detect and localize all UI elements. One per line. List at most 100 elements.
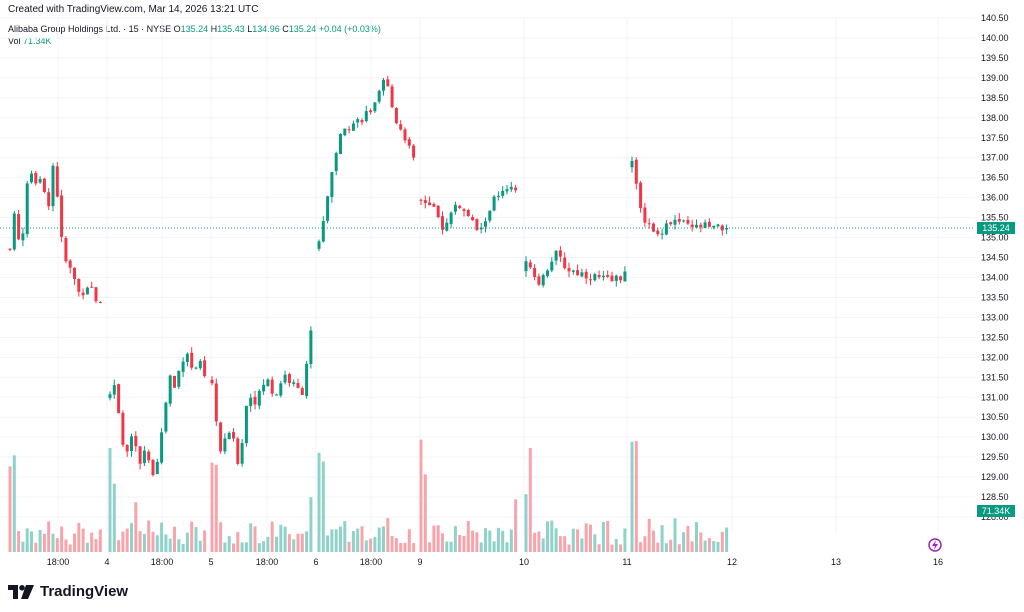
volume-bar xyxy=(610,544,614,552)
price-tick-label: 140.00 xyxy=(981,33,1009,43)
volume-bar xyxy=(81,528,85,552)
volume-bar xyxy=(686,525,690,552)
candle-body xyxy=(496,195,500,197)
candle-body xyxy=(155,461,159,475)
volume-bar xyxy=(55,538,59,552)
candle-body xyxy=(664,223,668,235)
candle-body xyxy=(249,397,253,407)
volume-bar xyxy=(236,531,240,552)
candle-body xyxy=(177,370,181,387)
volume-label[interactable]: Vol xyxy=(8,36,21,46)
price-tick-label: 137.00 xyxy=(981,153,1009,163)
candle-body xyxy=(563,257,567,269)
symbol-title[interactable]: Alibaba Group Holdings Ltd. · 15 · NYSE xyxy=(8,24,172,34)
candle-body xyxy=(356,119,360,123)
time-tick-label: 18:00 xyxy=(256,557,279,567)
volume-bar xyxy=(571,528,575,552)
price-tick-label: 136.50 xyxy=(981,173,1009,183)
volume-bar xyxy=(652,530,655,552)
price-tick-label: 138.00 xyxy=(981,113,1009,123)
volume-bar xyxy=(25,528,29,552)
volume-bar xyxy=(262,541,266,552)
candle-body xyxy=(643,207,647,223)
price-axis[interactable]: 128.00 128.50 129.00 129.50 130.00 130.50 131.… xyxy=(981,13,1009,522)
volume-bar xyxy=(85,542,89,552)
candle-body xyxy=(445,222,449,231)
volume-bar xyxy=(130,523,133,552)
volume-bar xyxy=(428,542,432,552)
price-chart[interactable]: 128.00 128.50 129.00 129.50 130.00 130.50 131.… xyxy=(0,0,1024,580)
last-price-badge-text: 135.24 xyxy=(982,223,1010,233)
candle-body xyxy=(351,123,355,131)
event-lightning-icon[interactable] xyxy=(928,538,942,552)
candle-body xyxy=(38,178,42,183)
volume-bar xyxy=(134,502,138,552)
volume-bar xyxy=(677,544,681,552)
volume-bar xyxy=(203,530,207,552)
volume-bar xyxy=(283,526,287,552)
candle-body xyxy=(677,218,681,222)
candle-body xyxy=(151,459,155,476)
volume-bar xyxy=(73,533,76,552)
volume-bar xyxy=(445,541,449,552)
candle-body xyxy=(147,451,151,461)
time-tick-label: 4 xyxy=(104,557,109,567)
volume-bar xyxy=(68,544,72,552)
volume-bar xyxy=(351,530,355,552)
candle-body xyxy=(347,129,351,131)
volume-bar xyxy=(695,521,698,552)
candle-body xyxy=(130,436,133,451)
candle-body xyxy=(190,352,194,368)
volume-bar xyxy=(244,542,248,552)
volume-bar xyxy=(541,538,545,552)
volume-bar xyxy=(160,522,164,552)
volume-bar xyxy=(38,530,42,552)
candle-body xyxy=(412,145,416,158)
volume-bar xyxy=(533,532,537,552)
candle-body xyxy=(262,384,266,392)
candle-body xyxy=(484,221,487,227)
candle-body xyxy=(296,383,300,388)
time-tick-label: 13 xyxy=(831,557,841,567)
price-tick-label: 129.00 xyxy=(981,472,1009,482)
volume-bar xyxy=(501,530,505,552)
price-tick-label: 131.00 xyxy=(981,392,1009,402)
volume-bar xyxy=(296,533,300,552)
volume-bar xyxy=(117,540,121,552)
volume-bar xyxy=(580,538,584,552)
candle-body xyxy=(580,272,584,277)
price-tick-label: 128.00 xyxy=(981,512,1009,522)
volume-bar xyxy=(334,529,338,552)
volume-bar xyxy=(703,540,707,552)
candle-body xyxy=(168,375,172,404)
last-volume-badge[interactable] xyxy=(977,505,1015,517)
volume-bar xyxy=(17,531,21,552)
volume-bar xyxy=(432,525,436,552)
volume-bar xyxy=(554,528,558,552)
candle-body xyxy=(571,270,575,272)
candle-body xyxy=(660,233,664,235)
volume-bar xyxy=(720,531,724,552)
candle-body xyxy=(432,204,436,207)
price-tick-label: 132.50 xyxy=(981,332,1009,342)
volume-bar xyxy=(214,464,218,552)
time-tick-label: 9 xyxy=(417,557,422,567)
candle-body xyxy=(453,204,457,212)
last-price-badge[interactable] xyxy=(977,221,1015,234)
volume-bar xyxy=(514,499,518,552)
candle-body xyxy=(593,274,597,281)
candle-body xyxy=(300,388,304,395)
candle-body xyxy=(108,394,112,398)
candle-body xyxy=(373,102,377,112)
volume-bar xyxy=(436,525,440,552)
candle-body xyxy=(25,183,29,235)
tradingview-logo[interactable]: TradingView xyxy=(8,583,128,600)
volume-bar xyxy=(664,543,668,552)
change-value: +0.04 (+0.03%) xyxy=(318,24,381,34)
volume-bar xyxy=(168,538,172,552)
time-axis[interactable]: 18:00 4 18:00 5 18:00 6 18:00 9 10 11 12 13 16 xyxy=(47,557,943,567)
volume-bar xyxy=(125,528,129,552)
candle-body xyxy=(673,219,677,225)
open-value: 135.24 xyxy=(180,24,209,34)
volume-bar xyxy=(589,524,592,552)
